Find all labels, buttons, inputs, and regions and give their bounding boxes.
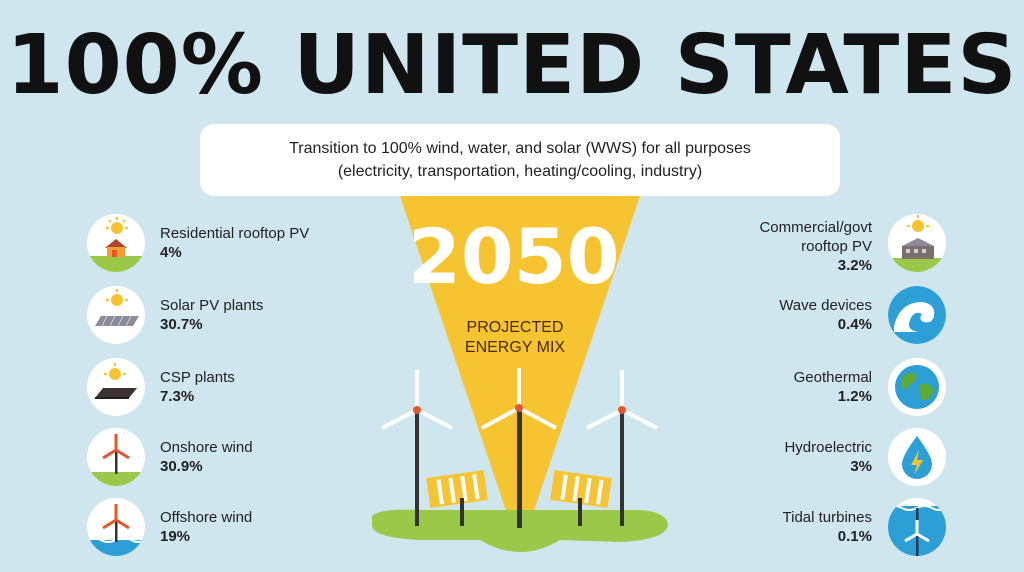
globe-icon: [888, 358, 946, 416]
tidal-turbine-icon: [888, 498, 946, 556]
item-percent: 4%: [160, 244, 182, 261]
center-wind-turbine-right: [586, 370, 658, 526]
center-solar-panel-left: [426, 470, 488, 526]
item-name: Tidal turbines: [782, 509, 873, 526]
item-name: Solar PV plants: [160, 297, 264, 314]
item-percent: 3.2%: [837, 257, 872, 274]
center-solar-panel-right: [550, 470, 612, 526]
item-percent: 0.1%: [837, 528, 872, 545]
house-sun-icon: [87, 214, 145, 272]
item-name-line-1: Commercial/govt: [759, 219, 872, 236]
page-title: 100% UNITED STATES: [6, 18, 1018, 113]
water-drop-bolt-icon: [888, 428, 946, 486]
subtitle-line-1: Transition to 100% wind, water, and sola…: [289, 140, 751, 157]
onshore-turbine-icon: [87, 428, 145, 486]
energy-item-geothermal: Geothermal 1.2%: [0, 358, 1024, 418]
wave-icon: [888, 286, 946, 344]
energy-item-solar-pv-plants: Solar PV plants 30.7%: [0, 286, 420, 346]
energy-item-onshore-wind: Onshore wind 30.9%: [0, 428, 420, 488]
csp-mirror-icon: [87, 358, 145, 416]
item-percent: 30.7%: [160, 316, 203, 333]
energy-item-wave-devices: Wave devices 0.4%: [0, 286, 1024, 346]
item-name: Wave devices: [779, 297, 872, 314]
item-name: Geothermal: [793, 369, 872, 386]
energy-item-csp-plants: CSP plants 7.3%: [0, 358, 420, 418]
item-percent: 19%: [160, 528, 191, 545]
subtitle-box: Transition to 100% wind, water, and sola…: [200, 124, 840, 196]
item-percent: 1.2%: [837, 388, 872, 405]
item-name: Onshore wind: [160, 439, 253, 456]
item-name-line-2: rooftop PV: [801, 238, 872, 255]
center-wind-turbine-left: [381, 370, 453, 526]
energy-item-hydroelectric: Hydroelectric 3%: [0, 428, 1024, 488]
item-percent: 0.4%: [837, 316, 872, 333]
energy-item-commercial-govt-rooftop-pv: Commercial/govt rooftop PV 3.2%: [0, 214, 1024, 274]
year-label: 2050: [408, 212, 620, 301]
item-name: CSP plants: [160, 369, 235, 386]
energy-item-tidal-turbines: Tidal turbines 0.1%: [0, 498, 1024, 558]
projected-energy-mix-label: PROJECTED ENERGY MIX: [440, 318, 590, 358]
energy-mix-line: ENERGY MIX: [464, 339, 566, 356]
center-wind-turbine-middle: [481, 368, 557, 528]
item-name: Hydroelectric: [784, 439, 872, 456]
item-name: Offshore wind: [160, 509, 253, 526]
subtitle-line-2: (electricity, transportation, heating/co…: [337, 163, 703, 180]
item-percent: 3%: [850, 458, 872, 475]
item-percent: 7.3%: [160, 388, 195, 405]
projected-line: PROJECTED: [466, 319, 564, 336]
item-percent: 30.9%: [160, 458, 203, 475]
energy-item-offshore-wind: Offshore wind 19%: [0, 498, 420, 558]
commercial-building-sun-icon: [888, 214, 946, 272]
energy-item-residential-rooftop-pv: Residential rooftop PV 4%: [0, 214, 420, 274]
solar-panel-icon: [87, 286, 145, 344]
offshore-turbine-icon: [87, 498, 145, 556]
item-name: Residential rooftop PV: [160, 225, 310, 242]
